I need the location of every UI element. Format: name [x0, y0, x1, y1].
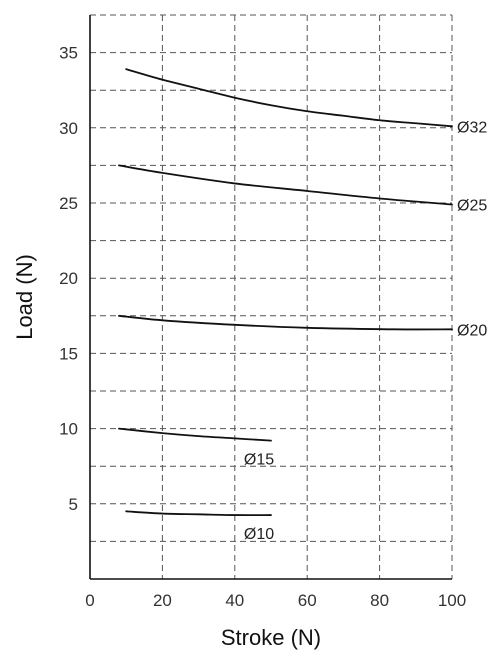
- x-tick-label: 40: [225, 591, 244, 610]
- x-axis-title: Stroke (N): [221, 625, 321, 650]
- series-line: [118, 427, 272, 442]
- y-tick-label: 15: [59, 344, 78, 363]
- series-label: Ø10: [244, 526, 274, 543]
- series-line: [118, 164, 453, 206]
- series-curves: [118, 68, 453, 517]
- x-tick-label: 0: [85, 591, 94, 610]
- y-tick-label: 20: [59, 269, 78, 288]
- y-tick-label: 5: [69, 495, 78, 514]
- x-tick-label: 80: [370, 591, 389, 610]
- y-tick-labels: 5 10 15 20 25 30 35: [59, 44, 78, 514]
- y-tick-label: 10: [59, 420, 78, 439]
- series-label: Ø15: [244, 452, 274, 469]
- series-label: Ø32: [457, 119, 487, 136]
- x-tick-label: 100: [438, 591, 466, 610]
- y-tick-label: 35: [59, 44, 78, 63]
- axes: [89, 15, 452, 580]
- y-tick-label: 30: [59, 119, 78, 138]
- series-line: [125, 68, 453, 128]
- series-label: Ø25: [457, 198, 487, 215]
- series-labels: Ø32 Ø25 Ø20 Ø15 Ø10: [244, 119, 487, 543]
- series-line: [125, 510, 272, 517]
- y-axis-title: Load (N): [12, 254, 37, 340]
- grid: [90, 14, 453, 579]
- series-line: [118, 314, 453, 331]
- x-tick-label: 20: [153, 591, 172, 610]
- series-label: Ø20: [457, 322, 487, 339]
- x-tick-label: 60: [298, 591, 317, 610]
- x-tick-labels: 0 20 40 60 80 100: [85, 591, 466, 610]
- y-tick-label: 25: [59, 194, 78, 213]
